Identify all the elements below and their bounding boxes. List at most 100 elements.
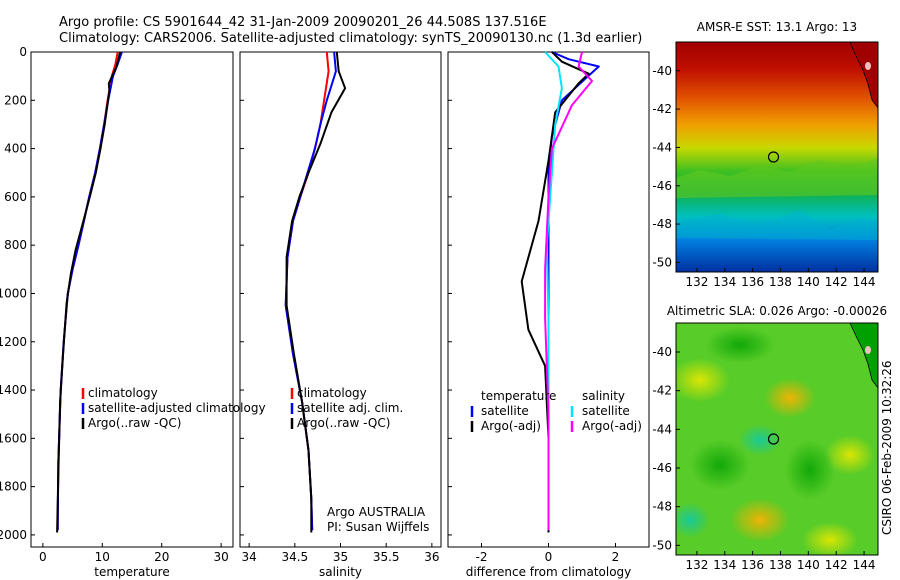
sla-cyan-patch [676,502,710,538]
y-tick-label: 1200 [0,335,27,349]
legend-title: temperature [481,389,556,403]
sla-yellow-patch [730,498,790,542]
x-tick-label: 35.5 [373,550,400,564]
sst-green-tongue [676,158,878,198]
x-tick-label: 2 [612,550,620,564]
sst-island [865,62,871,70]
legend-item: Argo(..raw -QC) [297,416,390,430]
legend-item: satellite adj. clim. [297,401,403,415]
x-tick-label: 0 [39,550,47,564]
sla-map-frame [675,322,879,556]
sla-argo-marker [767,433,780,445]
profile-panel-salinity: 34 34.5 35 35.5 36 salinity climatologysatelli… [239,51,442,579]
sla-green-patch [705,327,775,363]
map-x-tick-label: 140 [797,558,820,572]
map-x-tick-label: 138 [769,275,792,289]
sla-yellow-patch [825,435,875,475]
y-tick-label: 1400 [0,383,27,397]
x-tick-label: 20 [154,550,169,564]
sst-coastline [849,42,878,109]
y-tick-label: 1000 [0,286,27,300]
sla-coastline [849,323,878,389]
sla-yellow-patch [802,522,858,555]
legend-item: satellite-adjusted climatology [88,401,266,415]
map-y-tick-label: -50 [652,255,672,269]
map-y-tick-label: -42 [652,102,672,116]
annotation-line-2: PI: Susan Wijffels [327,520,429,534]
sla-yellow-patch [676,358,730,402]
map-y-tick-label: -40 [652,345,672,359]
legend-item: satellite [582,404,630,418]
map-y-tick-label: -42 [652,384,672,398]
legend-item: Argo(-adj) [582,419,642,433]
x-axis-label: difference from climatology [466,565,632,579]
legend-title: salinity [582,389,625,403]
map-x-tick-label: 140 [797,275,820,289]
sla-island [865,346,871,354]
x-tick-label: 10 [95,550,110,564]
map-y-tick-label: -44 [652,422,672,436]
map-y-tick-label: -44 [652,140,672,154]
map-x-tick-label: 142 [825,275,848,289]
map-x-tick-label: 136 [741,558,764,572]
y-tick-label: 200 [4,93,27,107]
map-y-tick-label: -50 [652,538,672,552]
legend-item: climatology [297,386,367,400]
sst-cyan-intrusion [676,210,878,240]
y-tick-label: 0 [19,45,27,59]
sst-map-frame [675,41,879,273]
x-tick-label: -2 [476,550,488,564]
plot-frame [239,51,442,548]
series-line-argo [285,51,347,533]
sst-argo-marker [767,151,780,163]
y-tick-label: 400 [4,142,27,156]
y-tick-label: 600 [4,190,27,204]
legend-item: Argo(..raw -QC) [88,416,181,430]
x-axis-label: salinity [319,565,362,579]
map-y-tick-label: -40 [652,64,672,78]
legend-item: climatology [88,386,158,400]
title-line-1: Argo profile: CS 5901644_42 31-Jan-2009 … [59,15,547,30]
x-tick-label: 34 [241,550,256,564]
map-x-tick-label: 144 [853,275,876,289]
legend-item: Argo(-adj) [481,419,541,433]
map-x-tick-label: 142 [825,558,848,572]
legend-item: satellite [481,404,529,418]
map-y-tick-label: -48 [652,500,672,514]
sst-map-panel: AMSR-E SST: 13.1 Argo: 13 132 134 136 138 14… [652,20,879,289]
map-y-tick-label: -46 [652,179,672,193]
map-y-tick-label: -46 [652,461,672,475]
map-x-tick-label: 132 [685,558,708,572]
sla-green-patch [785,440,835,500]
sla-map-title: Altimetric SLA: 0.026 Argo: -0.00026 [667,304,887,318]
map-x-tick-label: 134 [713,275,736,289]
y-tick-label: 2000 [0,528,27,542]
x-axis-label: temperature [94,565,169,579]
series-line-s_sat [544,51,563,531]
y-tick-label: 800 [4,238,27,252]
series-line-s_argo [544,51,593,531]
map-x-tick-label: 134 [713,558,736,572]
plot-frame [30,51,234,548]
sla-cyan-patch [738,424,782,456]
x-tick-label: 34.5 [281,550,308,564]
map-x-tick-label: 144 [853,558,876,572]
map-x-tick-label: 132 [685,275,708,289]
x-tick-label: 36 [424,550,439,564]
x-tick-label: 30 [213,550,228,564]
series-line-clim [56,51,119,531]
sla-green-patch [690,440,750,490]
sst-map-title: AMSR-E SST: 13.1 Argo: 13 [697,20,857,34]
sla-map-panel: Altimetric SLA: 0.026 Argo: -0.00026 132… [652,304,887,572]
map-x-tick-label: 136 [741,275,764,289]
series-line-sat [56,51,123,531]
side-stamp: CSIRO 06-Feb-2009 10:32:26 [880,360,894,535]
title-line-2: Climatology: CARS2006. Satellite-adjuste… [59,31,642,46]
profile-panel-temperature: 0 10 20 30 0 200 400 600 800 1000 1200 1400 1600 1800… [0,45,266,579]
x-tick-label: 35 [333,550,348,564]
annotation-line-1: Argo AUSTRALIA [327,505,426,519]
map-x-tick-label: 138 [769,558,792,572]
series-line-clim [284,51,330,531]
